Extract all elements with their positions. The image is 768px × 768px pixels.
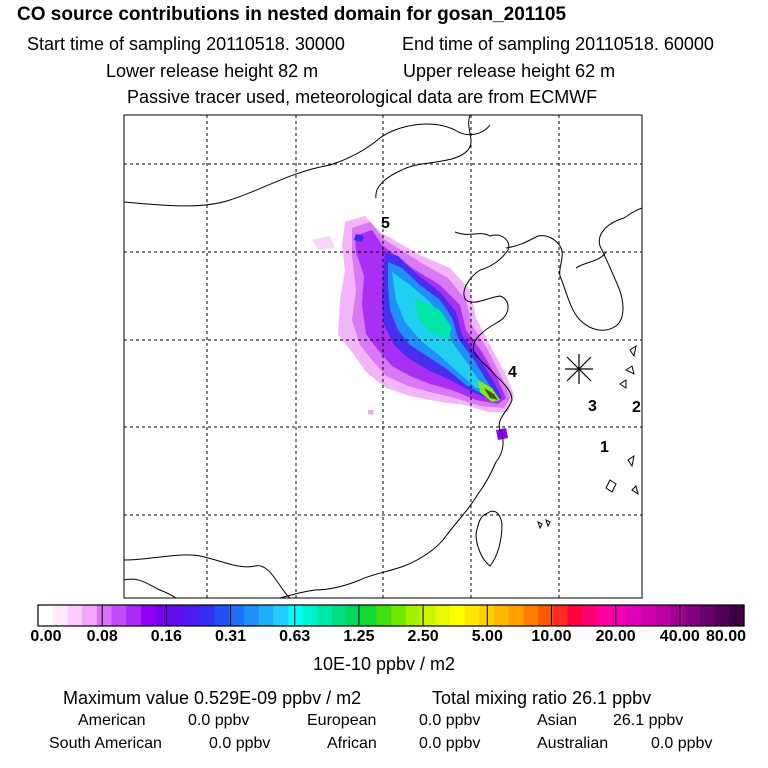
colorbar-cell [641,605,657,626]
asian-label: Asian [537,712,578,729]
plot-title: CO source contributions in nested domain… [17,4,567,25]
upper-release-height: Upper release height 62 m [403,61,616,81]
colorbar-cell [596,605,613,626]
lower-release-height: Lower release height 82 m [106,61,319,81]
map-label-1: 1 [600,439,609,456]
colorbar-cell [170,605,186,626]
colorbar-cell [199,605,216,626]
map-label-4: 4 [508,364,517,381]
colorbar-cell [685,605,701,626]
colorbar-cell [273,605,289,626]
colorbar-cell [96,605,113,626]
colorbar-cell [538,605,554,626]
colorbar-cell [332,605,348,626]
colorbar-cell [449,605,466,626]
colorbar-cell [626,605,642,626]
colorbar-cell [464,605,480,626]
colorbar-cell [229,605,245,626]
colorbar-cell [214,605,230,626]
colorbar-cell [288,605,304,626]
colorbar-cell [52,605,69,626]
lat-lon-grid [124,115,642,598]
colorbar-cell [258,605,274,626]
european-value: 0.0 ppbv [419,712,481,729]
colorbar-tick-label: 1.25 [343,628,375,645]
colorbar-cell [508,605,524,626]
american-value: 0.0 ppbv [188,712,250,729]
south-american-label: South American [49,735,162,752]
colorbar-cell [405,605,422,626]
colorbar-cell [140,605,157,626]
maximum-value: Maximum value 0.529E-09 ppbv / m2 [63,688,362,708]
australian-label: Australian [537,735,609,752]
colorbar-cell [523,605,539,626]
colorbar-tick-label: 0.00 [30,628,62,645]
colorbar-unit: 10E-10 ppbv / m2 [312,654,456,674]
colorbar-cell [376,605,392,626]
colorbar-cell [155,605,171,626]
map-label-5: 5 [381,215,390,232]
colorbar-cell [699,605,716,626]
colorbar-cell [302,605,319,626]
map-label-2: 2 [632,399,641,416]
african-value: 0.0 ppbv [419,735,481,752]
total-mixing-ratio: Total mixing ratio 26.1 ppbv [432,688,652,708]
colorbar-cell [67,605,83,626]
colorbar-tick-label: 0.08 [86,628,118,645]
concentration-plume [312,216,514,440]
coastlines [124,115,642,598]
colorbar-tick-label: 0.63 [279,628,311,645]
colorbar-cell [111,605,127,626]
colorbar-cell [552,605,569,626]
colorbar-cell [729,605,745,626]
colorbar-tick-label: 2.50 [407,628,439,645]
colorbar-cell [714,605,730,626]
colorbar-cell [391,605,407,626]
colorbar [37,604,745,627]
colorbar-tick-label: 0.31 [214,628,247,645]
colorbar-cell [611,605,627,626]
colorbar-tick-label: 80.00 [705,628,747,645]
colorbar-cell [126,605,142,626]
colorbar-tick-label: 5.00 [471,628,503,645]
colorbar-tick-label: 20.00 [595,628,636,645]
australian-value: 0.0 ppbv [651,735,713,752]
colorbar-cell [346,605,363,626]
colorbar-cell [185,605,201,626]
colorbar-cell [435,605,451,626]
colorbar-frame [37,604,745,627]
end-time: End time of sampling 20110518. 60000 [402,34,714,54]
asian-value: 26.1 ppbv [613,712,684,729]
african-label: African [327,735,377,752]
colorbar-cell [361,605,377,626]
colorbar-cell [655,605,672,626]
colorbar-tick-label: 10.00 [531,628,572,645]
colorbar-cell [670,605,686,626]
european-label: European [307,712,377,729]
colorbar-tick-label: 0.16 [150,628,182,645]
start-time: Start time of sampling 20110518. 30000 [27,34,345,54]
colorbar-cell [582,605,598,626]
colorbar-cell [243,605,260,626]
south-american-value: 0.0 ppbv [209,735,271,752]
colorbar-cell [567,605,583,626]
colorbar-cell [82,605,98,626]
map-label-3: 3 [588,398,597,415]
colorbar-tick-label: 40.00 [659,628,700,645]
tracer-note: Passive tracer used, meteorological data… [127,87,598,107]
american-label: American [78,712,146,729]
colorbar-cell [493,605,510,626]
receptor-star-icon [565,354,593,384]
colorbar-cell [317,605,333,626]
colorbar-cell [38,605,54,626]
colorbar-cell [420,605,436,626]
